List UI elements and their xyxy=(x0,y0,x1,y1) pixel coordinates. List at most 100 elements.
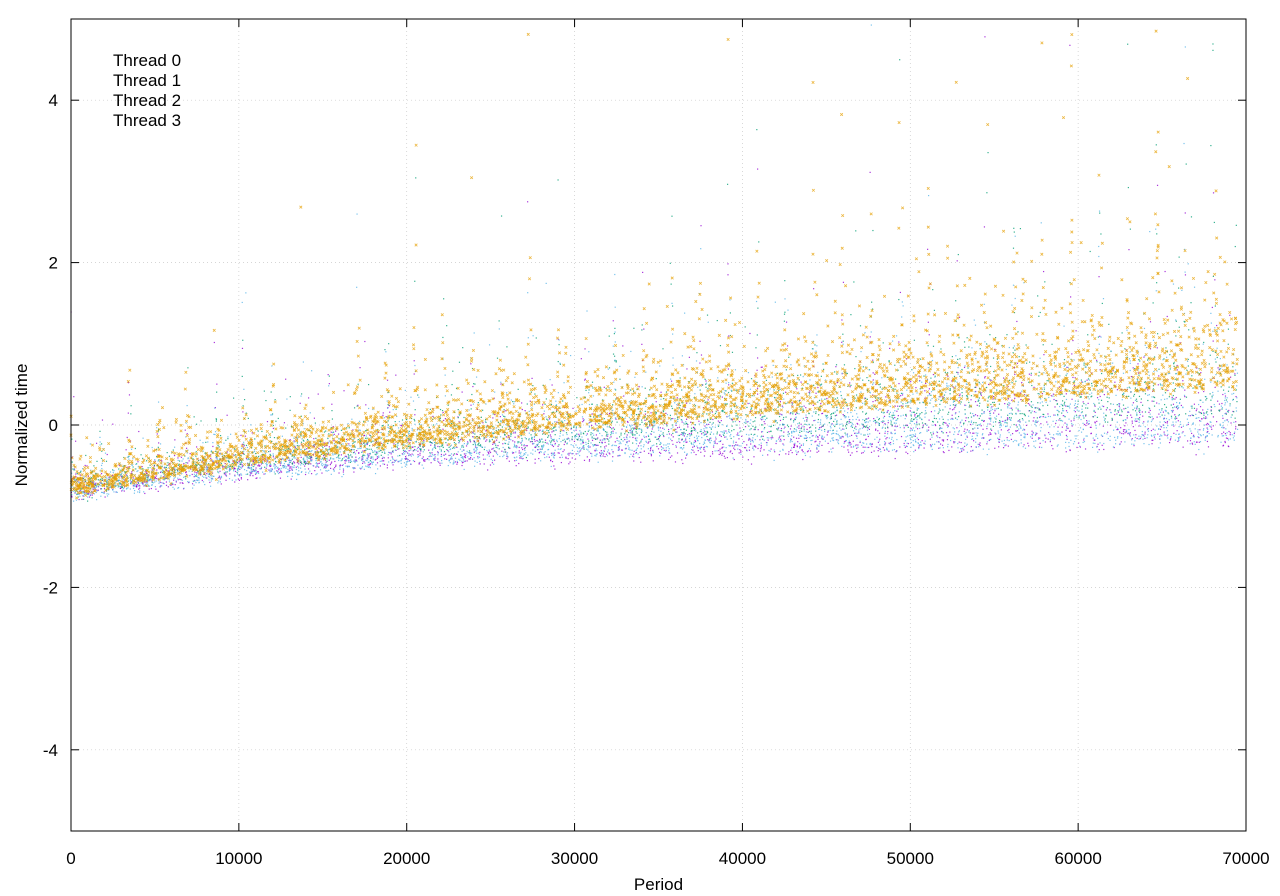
data-point xyxy=(978,405,980,407)
data-point xyxy=(731,430,733,432)
data-point xyxy=(436,423,438,425)
data-point xyxy=(675,446,677,448)
data-point xyxy=(1027,442,1029,444)
data-point xyxy=(1228,409,1230,412)
data-point xyxy=(1224,440,1226,443)
data-point xyxy=(1015,424,1018,426)
data-point xyxy=(237,468,239,471)
data-point xyxy=(1110,403,1112,405)
data-point xyxy=(796,388,798,390)
data-point xyxy=(428,455,430,458)
data-point xyxy=(405,457,407,460)
data-point xyxy=(554,434,556,436)
data-point xyxy=(494,413,496,416)
data-point xyxy=(382,414,384,416)
data-point xyxy=(414,280,416,282)
data-point xyxy=(1122,433,1125,435)
data-point xyxy=(821,412,824,414)
data-point xyxy=(615,418,617,420)
data-point xyxy=(1153,356,1156,358)
data-point xyxy=(224,463,226,465)
data-point xyxy=(547,453,549,456)
data-point xyxy=(746,421,748,423)
data-point xyxy=(1071,353,1073,355)
data-point xyxy=(735,441,737,443)
data-point xyxy=(906,389,908,391)
data-point xyxy=(158,442,160,444)
data-point xyxy=(987,409,989,411)
data-point xyxy=(528,439,530,441)
data-point xyxy=(99,482,101,484)
data-point xyxy=(447,464,449,467)
data-point xyxy=(777,401,779,403)
data-point xyxy=(757,307,759,309)
data-point xyxy=(900,392,903,394)
data-point xyxy=(463,416,465,419)
data-point xyxy=(434,459,436,461)
data-point xyxy=(681,415,683,417)
data-point xyxy=(227,438,229,440)
data-point xyxy=(602,399,604,401)
data-point xyxy=(658,436,660,438)
data-point xyxy=(977,400,979,402)
data-point xyxy=(415,441,418,443)
data-point xyxy=(1218,409,1220,411)
data-point xyxy=(218,475,221,477)
data-point xyxy=(776,394,779,396)
data-point xyxy=(241,461,243,464)
data-point xyxy=(626,440,629,443)
data-point xyxy=(1071,422,1073,425)
data-point xyxy=(877,441,880,443)
data-point xyxy=(318,451,320,454)
data-point xyxy=(444,458,446,460)
data-point xyxy=(417,446,419,448)
data-point xyxy=(798,437,800,439)
data-point xyxy=(794,413,797,415)
data-point xyxy=(864,426,867,428)
data-point xyxy=(1096,420,1098,423)
data-point xyxy=(381,446,383,448)
data-point xyxy=(1182,446,1184,448)
data-point xyxy=(283,463,285,465)
data-point xyxy=(652,403,654,405)
data-point xyxy=(538,430,540,432)
data-point xyxy=(779,440,781,442)
data-point xyxy=(450,458,452,460)
data-point xyxy=(120,486,123,489)
data-point xyxy=(632,455,634,457)
data-point xyxy=(693,451,695,453)
data-point xyxy=(647,442,649,444)
data-point xyxy=(526,429,528,431)
data-point xyxy=(279,471,281,474)
data-point xyxy=(638,456,640,459)
data-point xyxy=(424,459,426,461)
data-point xyxy=(387,457,389,459)
data-point xyxy=(215,418,217,420)
data-point xyxy=(300,441,303,443)
data-point xyxy=(740,450,742,452)
data-point xyxy=(1058,386,1060,388)
data-point xyxy=(953,375,956,378)
data-point xyxy=(845,401,847,404)
data-point xyxy=(749,410,752,412)
data-point xyxy=(949,431,951,433)
data-point xyxy=(1177,440,1179,443)
data-point xyxy=(917,408,920,410)
data-point xyxy=(884,442,887,444)
data-point xyxy=(147,480,149,482)
data-point xyxy=(196,465,198,467)
data-point xyxy=(685,439,687,441)
data-point xyxy=(146,472,148,475)
data-point xyxy=(100,482,102,484)
data-point xyxy=(353,407,356,409)
data-point xyxy=(545,398,547,400)
data-point xyxy=(1144,433,1146,435)
data-point xyxy=(874,421,877,423)
data-point xyxy=(1210,406,1212,408)
data-point xyxy=(374,453,376,455)
data-point xyxy=(766,417,768,419)
data-point xyxy=(784,426,786,428)
data-point xyxy=(389,428,392,430)
data-point xyxy=(749,332,751,335)
data-point xyxy=(269,436,271,438)
